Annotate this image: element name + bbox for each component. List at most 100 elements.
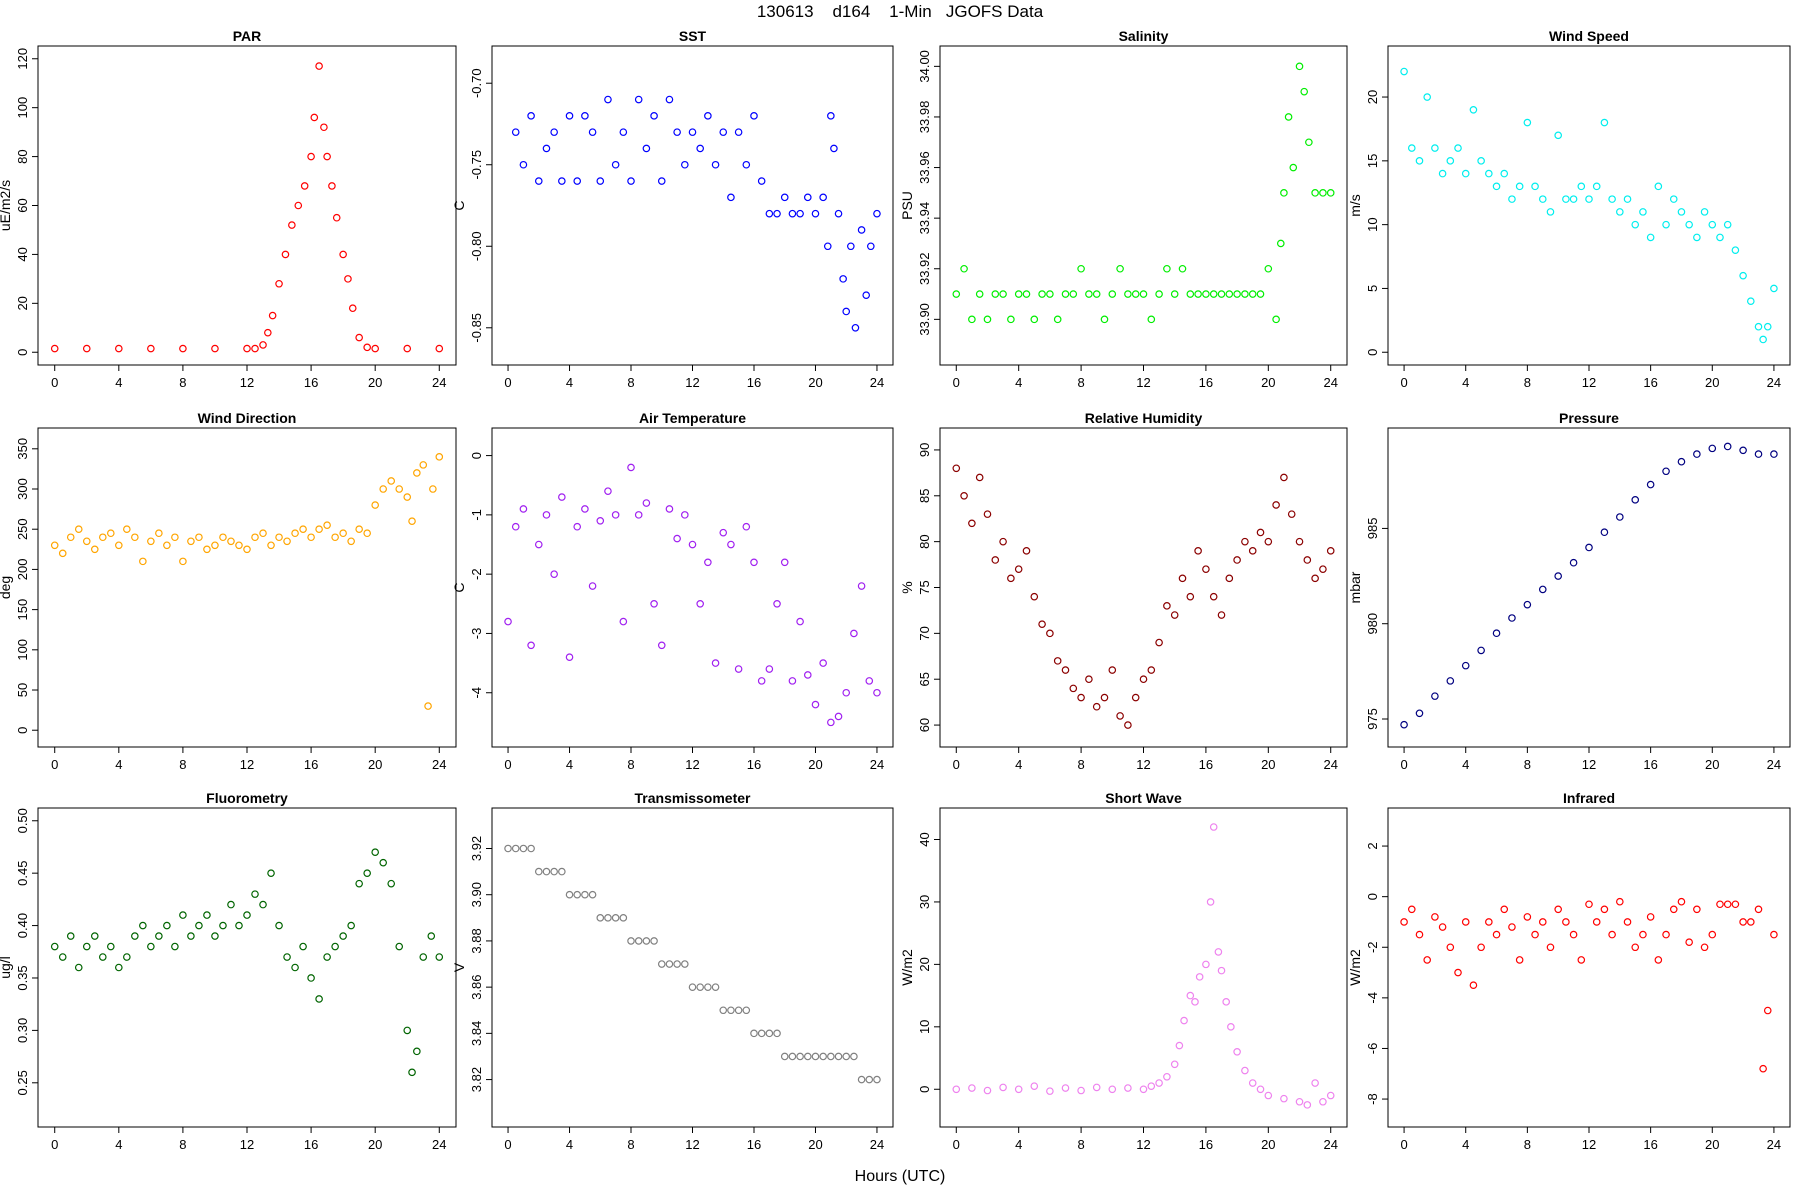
y-tick-label: 40	[15, 247, 30, 261]
x-tick-label: 0	[953, 1137, 960, 1152]
data-point	[1206, 898, 1215, 906]
data-point	[1007, 315, 1015, 324]
data-point	[960, 264, 968, 273]
data-point	[1186, 290, 1195, 298]
data-point	[1454, 144, 1462, 152]
panel-infrared: Infrared W/m2 0 4 8 12 16 20 24 -8 -6 -4 -2 0 2	[1347, 790, 1791, 1152]
y-tick-label: 20	[15, 296, 30, 310]
data-point	[1400, 720, 1408, 729]
data-point	[727, 193, 735, 202]
data-point	[711, 983, 720, 991]
data-point	[371, 501, 379, 509]
plot-frame	[939, 45, 1348, 366]
x-tick-label: 0	[953, 757, 960, 772]
data-point	[339, 250, 347, 259]
data-point	[1631, 220, 1640, 229]
data-point	[1303, 556, 1312, 564]
data-point	[1592, 182, 1601, 191]
data-point	[681, 511, 689, 519]
data-point	[107, 942, 115, 951]
plot-frame	[37, 427, 457, 748]
data-point	[275, 533, 283, 542]
x-tick-label: 20	[368, 1137, 382, 1152]
plot-frame	[939, 427, 1348, 748]
data-point	[387, 879, 396, 888]
data-point	[413, 469, 421, 477]
x-tick-label: 20	[808, 757, 822, 772]
panel-par: PAR uE/m2/s 0 4 8 12 16 20 24 0 20 40 60 80 100 120	[0, 28, 457, 390]
data-point	[1739, 446, 1747, 455]
data-point	[403, 344, 412, 353]
data-point	[565, 890, 574, 899]
y-tick-label: 150	[15, 599, 30, 621]
data-point	[1030, 592, 1039, 601]
data-point	[74, 963, 83, 972]
data-point	[558, 177, 566, 185]
x-tick-label: 20	[1261, 375, 1275, 390]
y-tick-label: 60	[917, 718, 932, 732]
data-point	[842, 688, 851, 697]
data-point	[291, 529, 299, 538]
data-point	[179, 911, 187, 919]
data-point	[139, 557, 147, 566]
data-point	[1170, 611, 1179, 619]
data-point	[757, 1029, 766, 1038]
data-point	[1646, 913, 1655, 921]
data-point	[264, 328, 272, 337]
x-tick-label: 24	[1767, 375, 1781, 390]
data-point	[665, 505, 674, 513]
x-tick-label: 12	[1136, 757, 1150, 772]
data-point	[534, 540, 543, 549]
y-tick-label: 0	[1365, 893, 1380, 900]
data-point	[435, 344, 444, 353]
data-point	[1477, 157, 1485, 165]
x-tick-label: 12	[240, 1137, 254, 1152]
data-point	[347, 921, 355, 930]
data-point	[1170, 1060, 1179, 1069]
x-tick-label: 16	[1199, 375, 1213, 390]
data-point	[596, 914, 605, 922]
plot-frame	[491, 807, 894, 1128]
x-tick-label: 16	[1199, 757, 1213, 772]
y-tick-label: 80	[15, 149, 30, 163]
y-tick-label: 250	[15, 518, 30, 540]
data-point	[573, 890, 582, 899]
data-point	[1770, 930, 1778, 939]
x-tick-label: 12	[240, 375, 254, 390]
data-point	[315, 525, 323, 534]
data-point	[596, 516, 605, 525]
x-tick-label: 8	[179, 375, 186, 390]
y-axis-label: m/s	[1347, 194, 1363, 217]
data-point	[558, 867, 566, 876]
data-point	[765, 1029, 774, 1038]
data-point	[1046, 1087, 1054, 1095]
data-point	[1754, 905, 1763, 914]
data-point	[796, 209, 804, 218]
data-point	[1147, 666, 1156, 674]
data-point	[1248, 290, 1257, 298]
x-tick-label: 4	[1462, 375, 1469, 390]
data-point	[1763, 322, 1772, 331]
data-point	[1616, 897, 1624, 906]
data-point	[1631, 943, 1640, 952]
data-point	[1600, 528, 1609, 537]
data-point	[115, 541, 123, 550]
data-point	[1508, 614, 1516, 622]
y-axis-label: V	[451, 962, 467, 972]
data-point	[1577, 182, 1586, 191]
data-point	[1423, 93, 1431, 101]
y-axis-label: W/m2	[1347, 949, 1363, 986]
panel-title: Short Wave	[1105, 790, 1182, 806]
data-point	[1400, 918, 1408, 926]
data-point	[1248, 1079, 1257, 1087]
data-point	[1600, 118, 1609, 127]
data-point	[1319, 1097, 1327, 1106]
data-point	[408, 1068, 416, 1077]
data-point	[1289, 163, 1298, 172]
x-tick-label: 16	[1199, 1137, 1213, 1152]
data-point	[427, 932, 436, 940]
data-point	[565, 112, 574, 120]
data-point	[588, 890, 597, 899]
data-point	[873, 209, 881, 218]
